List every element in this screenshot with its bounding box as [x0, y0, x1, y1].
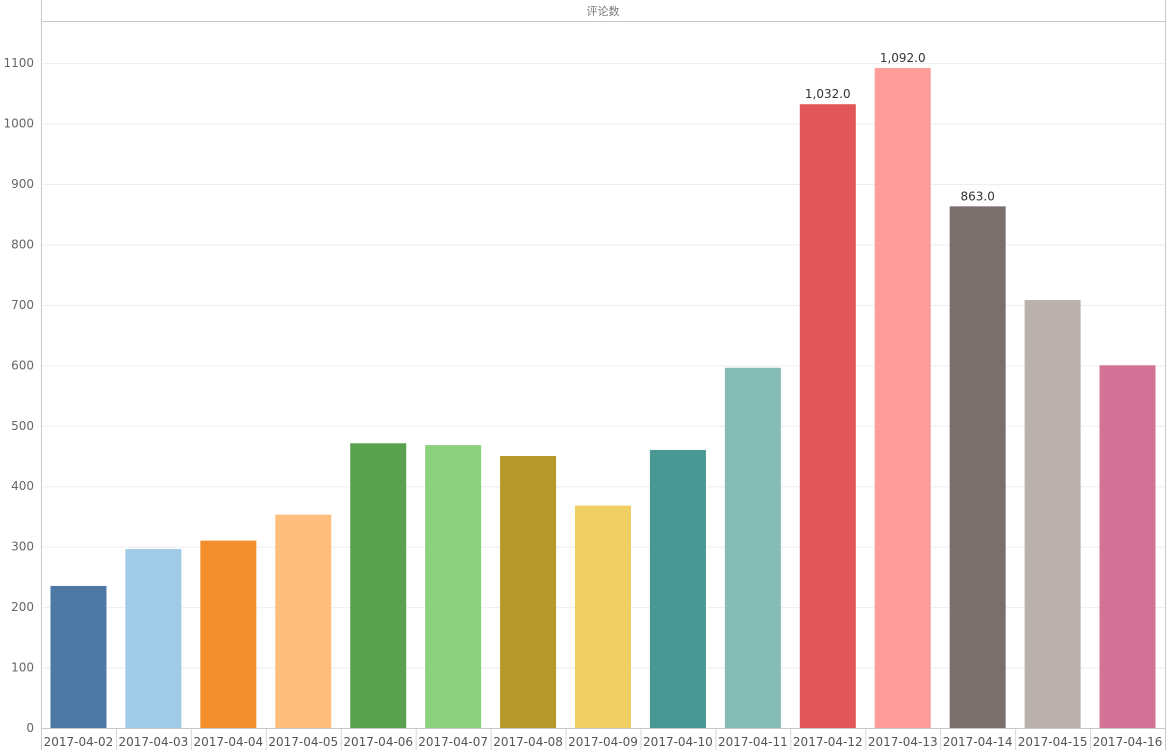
- x-tick-label: 2017-04-14: [943, 735, 1013, 749]
- bar[interactable]: [200, 540, 257, 728]
- y-tick-label: 400: [11, 479, 34, 493]
- bar[interactable]: [724, 367, 781, 728]
- bar[interactable]: [649, 449, 706, 728]
- bar[interactable]: [799, 104, 856, 728]
- bar[interactable]: [1024, 300, 1081, 728]
- y-tick-label: 0: [26, 721, 34, 735]
- bar[interactable]: [575, 505, 631, 728]
- x-tick-label: 2017-04-05: [268, 735, 338, 749]
- bar[interactable]: [874, 67, 931, 728]
- y-axis: 0 100 200 300 400 500 600 700 800 900 1000 1100: [3, 56, 34, 735]
- x-tick-label: 2017-04-04: [193, 735, 263, 749]
- data-labels: 1,032.0 1,092.0 863.0: [805, 51, 995, 203]
- y-tick-label: 1100: [3, 56, 34, 70]
- bar[interactable]: [125, 549, 182, 728]
- data-label: 1,092.0: [880, 51, 926, 65]
- chart-title: 评论数: [587, 4, 620, 18]
- x-tick-label: 2017-04-02: [44, 735, 114, 749]
- bar[interactable]: [949, 206, 1006, 728]
- data-label: 863.0: [960, 189, 994, 203]
- bar[interactable]: [1099, 365, 1156, 728]
- y-tick-label: 500: [11, 419, 34, 433]
- x-tick-label: 2017-04-07: [418, 735, 488, 749]
- y-tick-label: 600: [11, 358, 34, 372]
- bar[interactable]: [350, 443, 407, 728]
- y-tick-label: 700: [11, 298, 34, 312]
- x-tick-label: 2017-04-13: [868, 735, 938, 749]
- x-tick-label: 2017-04-06: [343, 735, 413, 749]
- plot-frame: [41, 0, 1166, 750]
- y-tick-label: 900: [11, 177, 34, 191]
- y-tick-label: 300: [11, 540, 34, 554]
- bars: [50, 67, 1156, 728]
- y-tick-label: 100: [11, 661, 34, 675]
- x-tick-label: 2017-04-09: [568, 735, 638, 749]
- y-tick-label: 800: [11, 237, 34, 251]
- x-tick-label: 2017-04-03: [119, 735, 189, 749]
- bar[interactable]: [275, 514, 332, 728]
- x-tick-label: 2017-04-16: [1093, 735, 1163, 749]
- bar[interactable]: [425, 445, 482, 728]
- y-tick-label: 1000: [3, 117, 34, 131]
- x-axis: 2017-04-02 2017-04-03 2017-04-04 2017-04-05…: [44, 728, 1163, 750]
- x-tick-label: 2017-04-12: [793, 735, 863, 749]
- y-tick-label: 200: [11, 600, 34, 614]
- x-tick-label: 2017-04-10: [643, 735, 713, 749]
- x-tick-label: 2017-04-08: [493, 735, 563, 749]
- x-tick-label: 2017-04-11: [718, 735, 788, 749]
- bar[interactable]: [500, 455, 557, 728]
- bar[interactable]: [50, 585, 107, 728]
- x-tick-label: 2017-04-15: [1018, 735, 1088, 749]
- chart-header: 评论数: [41, 4, 1165, 22]
- data-label: 1,032.0: [805, 87, 851, 101]
